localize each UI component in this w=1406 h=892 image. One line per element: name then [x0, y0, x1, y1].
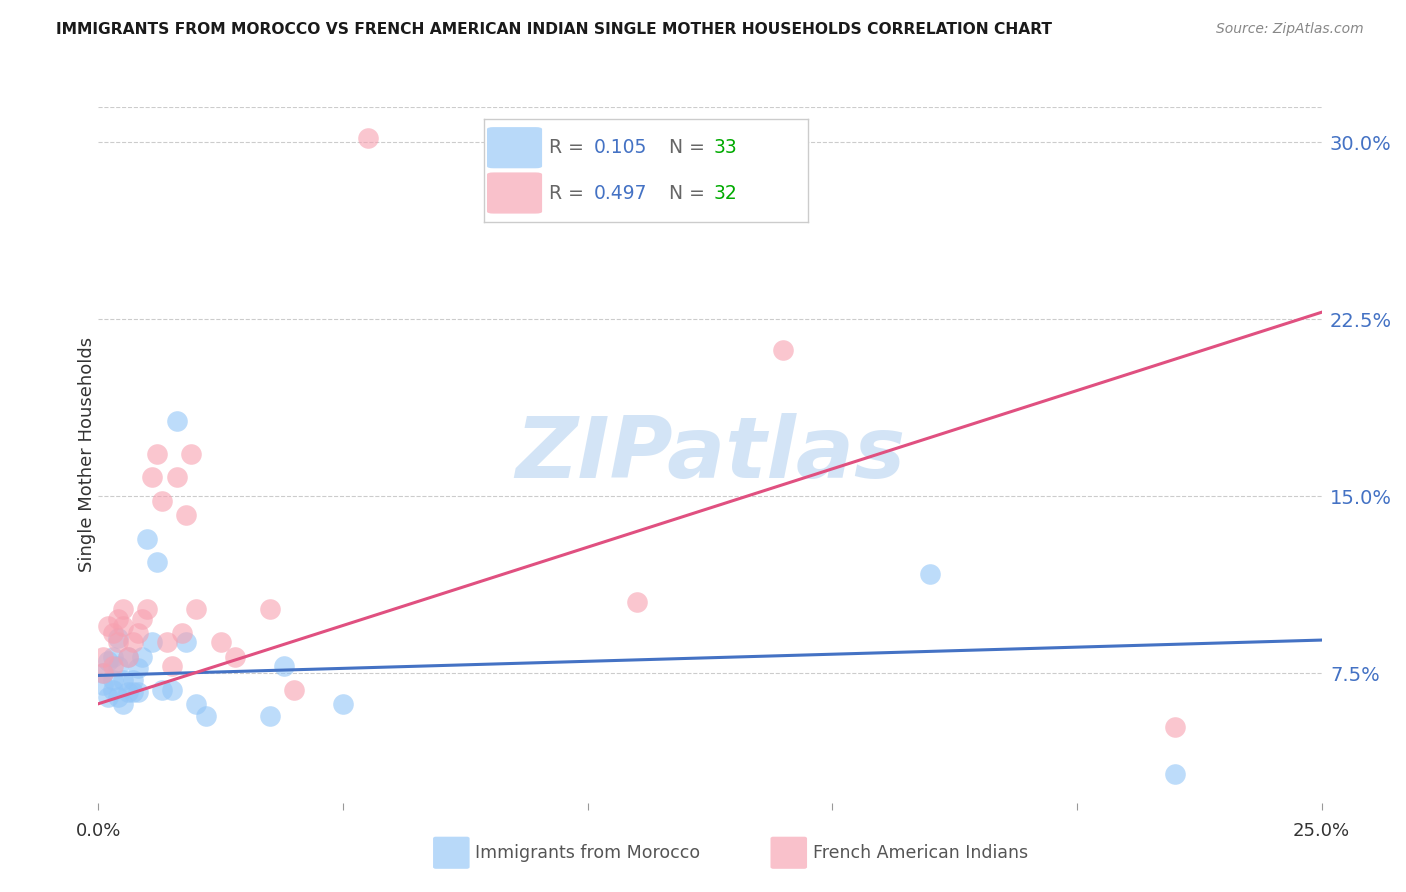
Point	[1164, 767, 1187, 781]
Point	[101, 682, 124, 697]
Point	[160, 659, 183, 673]
Point	[101, 626, 124, 640]
Point	[97, 654, 120, 668]
Y-axis label: Single Mother Households: Single Mother Households	[79, 337, 96, 573]
Point	[121, 673, 143, 688]
Text: ZIPatlas: ZIPatlas	[515, 413, 905, 497]
Point	[107, 612, 129, 626]
Point	[166, 470, 188, 484]
Text: French American Indians: French American Indians	[813, 844, 1028, 862]
Point	[121, 635, 143, 649]
Text: IMMIGRANTS FROM MOROCCO VS FRENCH AMERICAN INDIAN SINGLE MOTHER HOUSEHOLDS CORRE: IMMIGRANTS FROM MOROCCO VS FRENCH AMERIC…	[56, 22, 1052, 37]
Text: N =: N =	[668, 184, 710, 202]
Point	[107, 635, 129, 649]
Point	[111, 602, 134, 616]
Point	[273, 659, 295, 673]
Point	[146, 555, 169, 569]
Text: 33: 33	[714, 138, 738, 157]
Point	[146, 447, 169, 461]
Point	[107, 659, 129, 673]
Text: 32: 32	[714, 184, 738, 202]
Point	[127, 685, 149, 699]
Point	[176, 508, 198, 522]
FancyBboxPatch shape	[486, 127, 543, 169]
Point	[117, 685, 139, 699]
Point	[131, 612, 153, 626]
Point	[91, 666, 114, 681]
Text: 25.0%: 25.0%	[1294, 822, 1350, 839]
Point	[107, 631, 129, 645]
Text: Immigrants from Morocco: Immigrants from Morocco	[475, 844, 700, 862]
Text: R =: R =	[548, 138, 589, 157]
Point	[259, 708, 281, 723]
Point	[131, 649, 153, 664]
Point	[117, 649, 139, 664]
Text: R =: R =	[548, 184, 589, 202]
Text: N =: N =	[668, 138, 710, 157]
Text: 0.497: 0.497	[593, 184, 647, 202]
Point	[195, 708, 218, 723]
Point	[111, 619, 134, 633]
Point	[97, 619, 120, 633]
Point	[101, 673, 124, 688]
Text: 0.0%: 0.0%	[76, 822, 121, 839]
Point	[101, 659, 124, 673]
Text: Source: ZipAtlas.com: Source: ZipAtlas.com	[1216, 22, 1364, 37]
Point	[117, 649, 139, 664]
Point	[150, 494, 173, 508]
Point	[91, 649, 114, 664]
Point	[224, 649, 246, 664]
Text: 0.105: 0.105	[593, 138, 647, 157]
Point	[111, 697, 134, 711]
FancyBboxPatch shape	[486, 172, 543, 213]
Point	[356, 130, 378, 145]
Point	[97, 690, 120, 704]
Point	[136, 532, 159, 546]
Point	[156, 635, 179, 649]
Point	[127, 661, 149, 675]
Point	[141, 635, 163, 649]
Point	[107, 690, 129, 704]
Point	[176, 635, 198, 649]
Point	[121, 685, 143, 699]
Point	[141, 470, 163, 484]
Point	[170, 626, 193, 640]
Point	[209, 635, 232, 649]
Point	[186, 602, 208, 616]
Point	[259, 602, 281, 616]
Point	[626, 595, 648, 609]
Point	[180, 447, 202, 461]
Point	[150, 682, 173, 697]
Point	[127, 626, 149, 640]
Point	[186, 697, 208, 711]
Point	[1164, 720, 1187, 734]
Point	[91, 666, 114, 681]
Point	[91, 678, 114, 692]
Point	[920, 567, 942, 582]
Point	[111, 673, 134, 688]
Point	[283, 682, 305, 697]
Point	[772, 343, 794, 357]
Point	[332, 697, 354, 711]
Point	[160, 682, 183, 697]
Point	[101, 649, 124, 664]
Point	[166, 414, 188, 428]
Point	[136, 602, 159, 616]
